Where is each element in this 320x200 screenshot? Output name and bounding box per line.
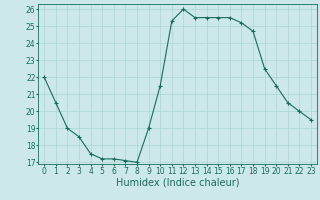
X-axis label: Humidex (Indice chaleur): Humidex (Indice chaleur)	[116, 177, 239, 187]
